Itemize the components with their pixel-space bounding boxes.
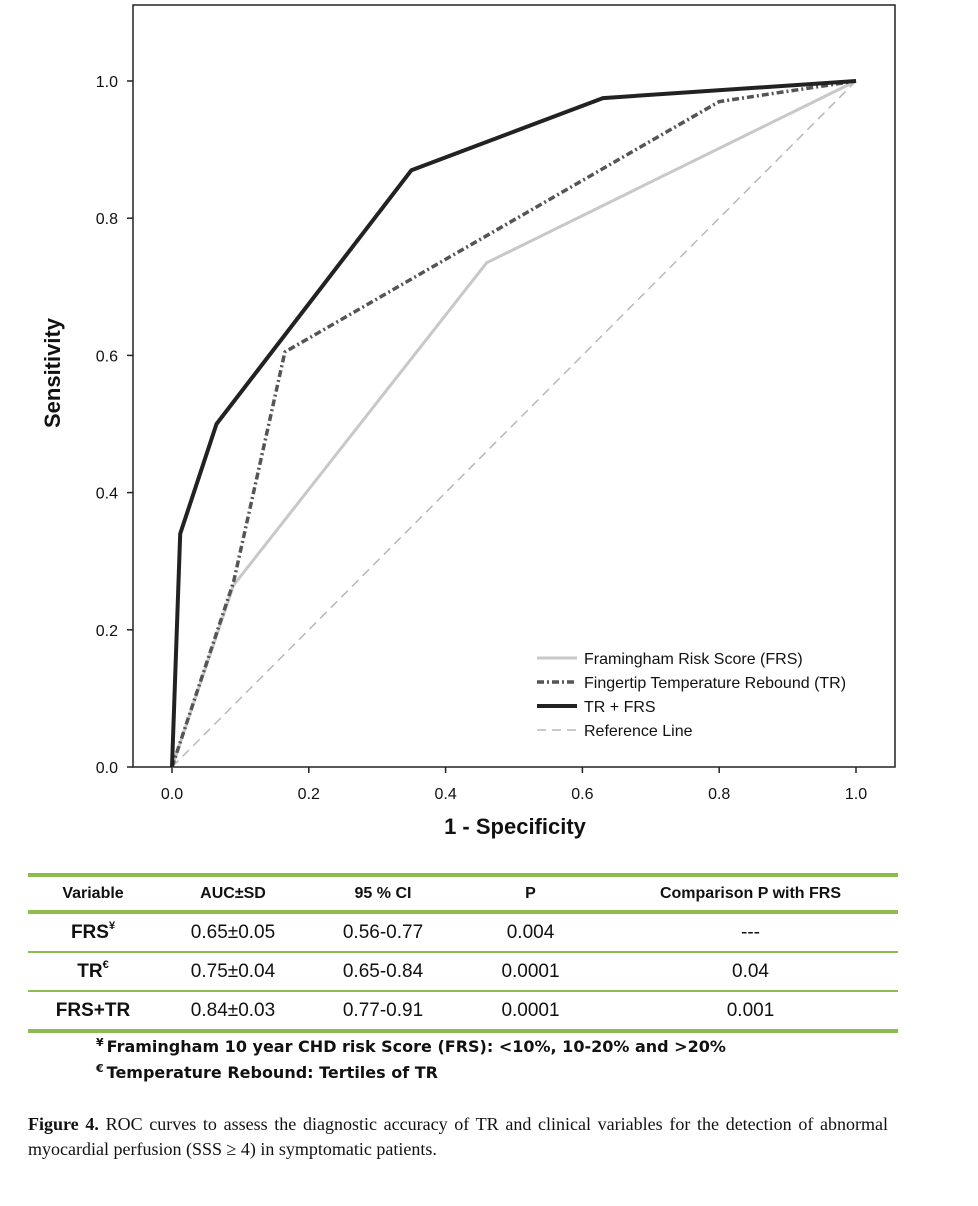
x-tick-label: 0.6 xyxy=(571,786,593,803)
caption-text: ROC curves to assess the diagnostic accu… xyxy=(28,1114,889,1159)
header-auc: AUC±SD xyxy=(158,873,308,914)
row-comparison: --- xyxy=(603,912,898,953)
table-header-row: Variable AUC±SD 95 % CI P Comparison P w… xyxy=(28,873,898,914)
row-p: 0.0001 xyxy=(458,991,603,1033)
legend-label: Reference Line xyxy=(584,723,693,740)
legend-label: Fingertip Temperature Rebound (TR) xyxy=(584,675,846,692)
row-comparison: 0.04 xyxy=(603,952,898,992)
roc-chart: 0.0 0.2 0.4 0.6 0.8 1.0 0.0 0.2 0.4 0.6 0.8 1.0 1 … xyxy=(40,4,896,839)
figure-caption: Figure 4. ROC curves to assess the diagn… xyxy=(28,1112,888,1162)
chart-legend: Framingham Risk Score (FRS) Fingertip Tem… xyxy=(537,651,846,740)
x-tick-label: 0.4 xyxy=(434,786,456,803)
x-tick-label: 0.2 xyxy=(298,786,320,803)
y-tick-label: 0.6 xyxy=(96,348,118,365)
plot-frame xyxy=(132,4,896,768)
footnote-frs: ¥ Framingham 10 year CHD risk Score (FRS)… xyxy=(96,1036,726,1056)
row-comparison: 0.001 xyxy=(603,991,898,1033)
row-auc: 0.84±0.03 xyxy=(158,991,308,1033)
y-tick-label: 0.8 xyxy=(96,211,118,228)
y-tick-label: 1.0 xyxy=(96,74,118,91)
series-line-reference-line xyxy=(171,80,857,768)
y-tick-label: 0.4 xyxy=(96,486,118,503)
footnote-marker: ¥ xyxy=(108,919,116,932)
series-line-tr-frs xyxy=(170,79,857,768)
row-variable: FRS+TR xyxy=(28,991,158,1033)
series-line-fingertip-temperature-rebound-tr xyxy=(170,79,857,768)
x-tick-label: 0.8 xyxy=(708,786,730,803)
legend-label: Framingham Risk Score (FRS) xyxy=(584,651,803,668)
row-p: 0.0001 xyxy=(458,952,603,992)
auc-results-table: Variable AUC±SD 95 % CI P Comparison P w… xyxy=(28,873,898,1033)
footnote-marker: € xyxy=(102,958,109,971)
row-ci: 0.65-0.84 xyxy=(308,952,458,992)
table-row: TR€ 0.75±0.04 0.65-0.84 0.0001 0.04 xyxy=(28,952,898,992)
caption-label: Figure 4. xyxy=(28,1114,99,1134)
row-variable: TR€ xyxy=(28,952,158,992)
row-ci: 0.56-0.77 xyxy=(308,912,458,953)
table-footnotes: ¥ Framingham 10 year CHD risk Score (FRS)… xyxy=(96,1034,726,1086)
x-axis-title: 1 - Specificity xyxy=(444,814,587,839)
header-variable: Variable xyxy=(28,873,158,914)
table-row: FRS¥ 0.65±0.05 0.56-0.77 0.004 --- xyxy=(28,912,898,953)
row-auc: 0.75±0.04 xyxy=(158,952,308,992)
y-tick-label: 0.2 xyxy=(96,623,118,640)
row-ci: 0.77-0.91 xyxy=(308,991,458,1033)
table-row: FRS+TR 0.84±0.03 0.77-0.91 0.0001 0.001 xyxy=(28,991,898,1033)
row-variable: FRS¥ xyxy=(28,912,158,953)
footnote-tr: € Temperature Rebound: Tertiles of TR xyxy=(96,1062,438,1082)
header-p: P xyxy=(458,873,603,914)
y-tick-label: 0.0 xyxy=(96,760,118,777)
header-comparison: Comparison P with FRS xyxy=(603,873,898,914)
x-tick-label: 0.0 xyxy=(161,786,183,803)
x-tick-label: 1.0 xyxy=(845,786,867,803)
header-ci: 95 % CI xyxy=(308,873,458,914)
row-auc: 0.65±0.05 xyxy=(158,912,308,953)
legend-label: TR + FRS xyxy=(584,699,656,716)
row-p: 0.004 xyxy=(458,912,603,953)
y-axis-title: Sensitivity xyxy=(40,317,65,428)
